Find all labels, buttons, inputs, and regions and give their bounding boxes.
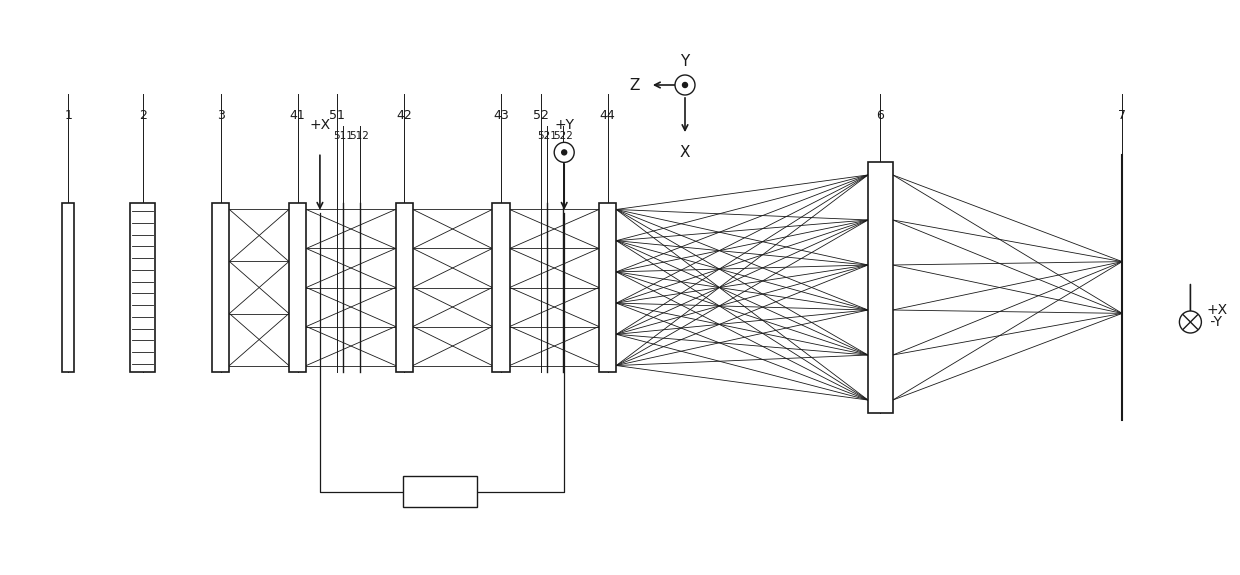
Bar xyxy=(492,202,510,373)
Text: 3: 3 xyxy=(217,109,224,122)
Circle shape xyxy=(1179,311,1202,333)
Bar xyxy=(396,202,413,373)
Bar xyxy=(212,202,229,373)
Text: 2: 2 xyxy=(139,109,146,122)
Text: 52: 52 xyxy=(533,109,548,122)
Bar xyxy=(62,202,74,373)
Text: 1: 1 xyxy=(64,109,72,122)
Text: 51: 51 xyxy=(330,109,345,122)
Text: 511: 511 xyxy=(334,131,353,141)
Text: +X: +X xyxy=(1207,303,1228,317)
Text: 7: 7 xyxy=(1118,109,1126,122)
Bar xyxy=(599,202,616,373)
Text: 521: 521 xyxy=(537,131,557,141)
Text: 6: 6 xyxy=(877,109,884,122)
Text: -Y: -Y xyxy=(1207,315,1223,329)
Bar xyxy=(403,476,477,507)
Bar xyxy=(868,162,893,413)
Text: Y: Y xyxy=(681,54,689,69)
Text: 42: 42 xyxy=(397,109,412,122)
Bar xyxy=(130,202,155,373)
Circle shape xyxy=(554,143,574,162)
Circle shape xyxy=(675,75,694,95)
Text: Z: Z xyxy=(630,78,640,93)
Bar xyxy=(289,202,306,373)
Text: 41: 41 xyxy=(290,109,305,122)
Circle shape xyxy=(682,82,687,87)
Text: 43: 43 xyxy=(494,109,508,122)
Text: 522: 522 xyxy=(553,131,573,141)
Text: 512: 512 xyxy=(350,131,370,141)
Circle shape xyxy=(562,150,567,155)
Text: X: X xyxy=(680,145,691,160)
Text: 44: 44 xyxy=(600,109,615,122)
Text: +Y: +Y xyxy=(554,118,574,132)
Text: +X: +X xyxy=(309,118,331,132)
Text: 8: 8 xyxy=(435,484,445,499)
